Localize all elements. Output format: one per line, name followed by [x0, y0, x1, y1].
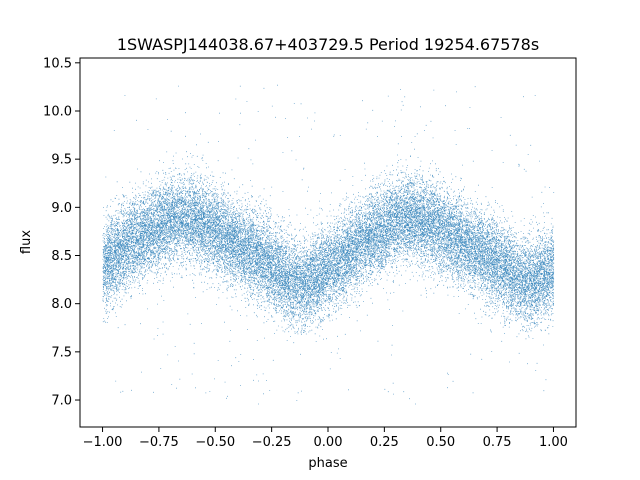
y-tick-label: 9.5: [51, 153, 72, 168]
data-points: [102, 84, 555, 405]
x-tick-label: −0.25: [252, 435, 292, 450]
x-tick-label: −1.00: [83, 435, 123, 450]
x-tick-label: −0.75: [139, 435, 179, 450]
axes-background: [80, 58, 576, 427]
x-tick-label: 0.00: [314, 435, 343, 450]
x-tick-label: 0.75: [483, 435, 512, 450]
x-tick-label: 1.00: [539, 435, 568, 450]
x-tick-label: −0.50: [195, 435, 235, 450]
chart-title: 1SWASPJ144038.67+403729.5 Period 19254.6…: [117, 35, 539, 54]
y-axis-ticks: 7.0 7.5 8.0 8.5 9.0 9.5 10.0 10.5: [43, 56, 80, 409]
x-axis-ticks: −1.00 −0.75 −0.50 −0.25 0.00 0.25 0.50 0.75 1.00: [83, 427, 568, 450]
y-tick-label: 8.0: [51, 297, 72, 312]
x-tick-label: 0.50: [426, 435, 455, 450]
scatter-points: [102, 84, 555, 405]
x-tick-label: 0.25: [370, 435, 399, 450]
x-axis-label: phase: [308, 456, 347, 471]
plot-area: [79, 57, 577, 428]
y-tick-label: 8.5: [51, 249, 72, 264]
y-tick-label: 9.0: [51, 201, 72, 216]
y-tick-label: 10.0: [43, 104, 72, 119]
y-tick-label: 10.5: [43, 56, 72, 71]
y-axis-label: flux: [19, 230, 34, 254]
y-tick-label: 7.0: [51, 394, 72, 409]
y-tick-label: 7.5: [51, 345, 72, 360]
